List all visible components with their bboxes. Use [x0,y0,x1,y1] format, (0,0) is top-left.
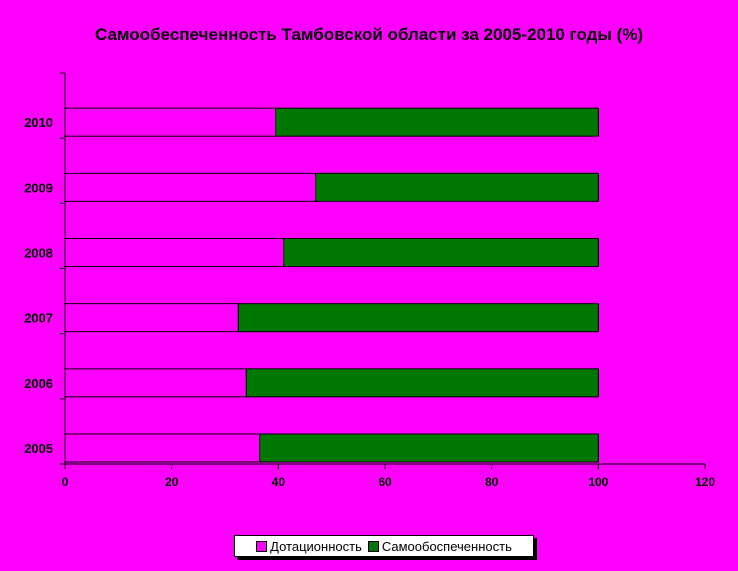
x-tick-label-100: 100 [588,475,608,489]
year-label-2005: 2005 [24,441,53,456]
x-tick-label-80: 80 [485,475,499,489]
legend-label-subsidy: Дотационность [270,538,362,554]
bar-subsidy-2010 [64,107,277,137]
chart-title: Самообеспеченность Тамбовской области за… [95,25,643,44]
bar-subsidy-2008 [64,238,285,267]
legend-label-self: Самообоспеченность [381,538,512,554]
year-label-2010: 2010 [24,115,53,130]
x-tick-label-0: 0 [62,475,69,489]
axis-layer: 2005 2006 2007 2008 2009 2010 0 20 40 60 80 100 120 [24,72,715,489]
x-tick-label-120: 120 [695,475,715,489]
year-label-2006: 2006 [24,376,53,391]
year-label-2007: 2007 [24,311,53,326]
bar-self-2006 [245,368,599,398]
bar-self-2008 [283,238,599,267]
bar-self-2007 [237,303,599,333]
legend-item-self: Самообоспеченность [367,538,512,554]
bar-subsidy-2006 [64,368,247,398]
x-tick-label-20: 20 [165,475,179,489]
legend-item-subsidy: Дотационность [256,539,362,554]
x-tick-label-40: 40 [272,475,286,489]
bar-self-2005 [259,433,599,463]
legend-swatch-self [367,540,379,552]
bar-self-2009 [315,172,599,202]
year-label-2009: 2009 [24,180,53,195]
legend: Дотационность Самообоспеченность [234,535,534,557]
bar-subsidy-2009 [64,172,317,202]
bar-subsidy-2007 [64,303,239,333]
bars-layer [64,107,599,463]
legend-swatch-subsidy [256,540,268,552]
x-tick-label-60: 60 [378,475,392,489]
year-label-2008: 2008 [24,246,53,261]
bar-self-2010 [275,107,599,137]
bar-subsidy-2005 [64,433,261,463]
